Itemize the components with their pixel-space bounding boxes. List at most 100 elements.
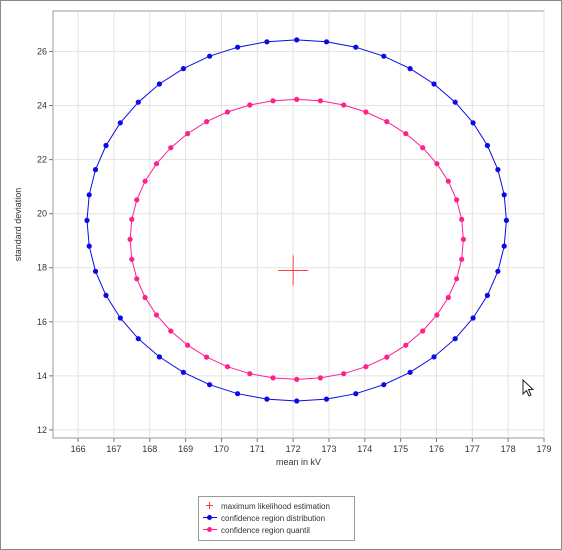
data-point bbox=[381, 53, 387, 59]
data-point bbox=[353, 391, 359, 397]
data-point bbox=[127, 236, 133, 242]
data-point bbox=[153, 161, 160, 167]
data-point bbox=[153, 312, 160, 318]
data-point bbox=[294, 96, 300, 102]
legend-label: confidence region distribution bbox=[221, 513, 326, 523]
data-point bbox=[459, 216, 465, 222]
y-tick-label: 22 bbox=[37, 155, 47, 165]
data-point bbox=[470, 315, 476, 321]
data-point bbox=[434, 161, 440, 167]
data-point bbox=[168, 145, 174, 151]
x-tick-label: 173 bbox=[321, 444, 336, 454]
x-tick-label: 175 bbox=[393, 444, 408, 454]
blue-dot-line-icon bbox=[203, 513, 217, 523]
y-axis-title: standard deviation bbox=[13, 188, 23, 262]
y-axis: 12 14 16 18 20 22 24 26 bbox=[37, 47, 53, 435]
data-point bbox=[381, 382, 387, 388]
data-point bbox=[86, 243, 92, 249]
data-point bbox=[294, 37, 300, 43]
data-point bbox=[454, 276, 460, 282]
mouse-pointer-icon bbox=[522, 379, 535, 397]
data-point bbox=[86, 192, 92, 198]
x-tick-label: 166 bbox=[71, 444, 86, 454]
y-tick-label: 24 bbox=[37, 101, 47, 111]
data-point bbox=[224, 109, 231, 115]
data-point bbox=[460, 236, 466, 242]
x-tick-label: 176 bbox=[429, 444, 444, 454]
data-point bbox=[204, 119, 210, 125]
data-point bbox=[142, 178, 148, 184]
legend-label: maximum likelihood estimation bbox=[221, 501, 330, 511]
data-point bbox=[503, 217, 509, 223]
x-tick-label: 174 bbox=[357, 444, 372, 454]
data-point bbox=[185, 342, 191, 348]
data-point bbox=[129, 256, 135, 262]
x-tick-label: 169 bbox=[178, 444, 193, 454]
data-point bbox=[204, 354, 210, 360]
y-tick-label: 18 bbox=[37, 263, 47, 273]
data-point bbox=[407, 369, 413, 375]
data-point bbox=[317, 375, 323, 381]
data-point bbox=[103, 142, 109, 149]
data-point bbox=[501, 192, 507, 198]
data-point bbox=[129, 216, 135, 222]
legend: maximum likelihood estimation confidence… bbox=[198, 496, 355, 541]
data-point bbox=[117, 315, 123, 321]
x-tick-label: 170 bbox=[214, 444, 229, 454]
pink-dot-line-icon bbox=[203, 525, 217, 535]
data-point bbox=[363, 109, 369, 115]
data-point bbox=[134, 197, 140, 203]
x-axis: 166 167 168 169 170 171 172 173 174 175 176 177 178 1… bbox=[71, 438, 552, 454]
data-point bbox=[264, 396, 270, 402]
y-tick-label: 14 bbox=[37, 371, 47, 381]
data-point bbox=[470, 120, 476, 126]
data-point bbox=[92, 167, 99, 173]
data-point bbox=[452, 99, 458, 105]
data-point bbox=[134, 276, 140, 282]
data-point bbox=[317, 98, 323, 104]
series-2 bbox=[127, 96, 466, 382]
data-point bbox=[270, 98, 276, 104]
data-point bbox=[156, 354, 162, 360]
data-point bbox=[445, 294, 451, 301]
data-point bbox=[454, 197, 460, 203]
data-point bbox=[180, 66, 186, 72]
data-point bbox=[117, 120, 123, 126]
x-tick-label: 179 bbox=[536, 444, 551, 454]
data-point bbox=[431, 81, 437, 87]
data-point bbox=[270, 375, 276, 381]
y-tick-label: 20 bbox=[37, 209, 47, 219]
legend-item-distribution: confidence region distribution bbox=[203, 512, 350, 524]
data-point bbox=[142, 294, 148, 301]
series-layer bbox=[84, 37, 509, 404]
series-1 bbox=[84, 37, 509, 404]
data-point bbox=[353, 44, 359, 50]
x-tick-label: 168 bbox=[142, 444, 157, 454]
x-tick-label: 167 bbox=[106, 444, 121, 454]
x-tick-label: 172 bbox=[286, 444, 301, 454]
data-point bbox=[445, 178, 451, 184]
data-point bbox=[103, 292, 109, 298]
data-point bbox=[247, 102, 253, 108]
data-point bbox=[135, 99, 141, 105]
x-tick-label: 177 bbox=[465, 444, 480, 454]
data-point bbox=[384, 119, 390, 125]
data-point bbox=[403, 342, 409, 348]
x-tick-label: 178 bbox=[501, 444, 516, 454]
data-point bbox=[434, 312, 440, 318]
grid bbox=[53, 11, 545, 438]
y-tick-label: 16 bbox=[37, 317, 47, 327]
x-tick-label: 171 bbox=[250, 444, 265, 454]
data-point bbox=[235, 391, 241, 397]
data-point bbox=[495, 167, 501, 173]
data-point bbox=[323, 39, 330, 45]
data-point bbox=[420, 328, 426, 334]
data-point bbox=[84, 217, 90, 223]
mle-marker bbox=[278, 255, 309, 286]
data-point bbox=[484, 292, 490, 298]
data-point bbox=[264, 39, 270, 45]
data-point bbox=[363, 364, 369, 370]
data-point bbox=[247, 371, 253, 377]
